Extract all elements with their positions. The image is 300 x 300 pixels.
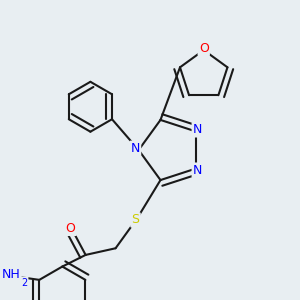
Text: O: O [66,222,76,235]
Text: NH: NH [2,268,20,281]
Text: S: S [131,214,140,226]
Text: N: N [193,164,202,177]
Text: O: O [199,42,209,55]
Text: N: N [130,142,140,155]
Text: 2: 2 [21,278,27,287]
Text: N: N [193,123,202,136]
